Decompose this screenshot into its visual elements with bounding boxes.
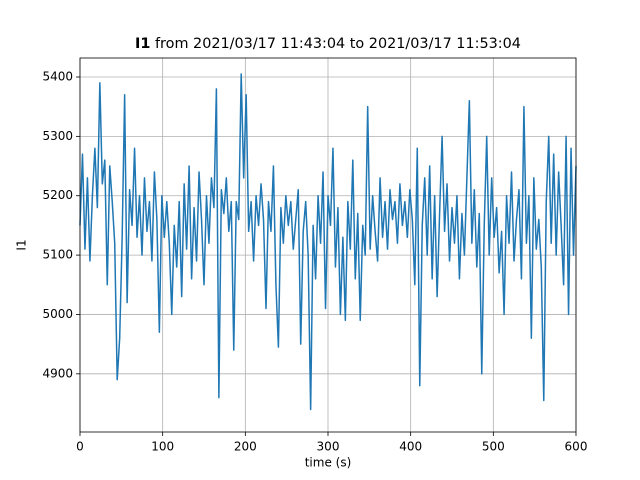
- title-variable: I1: [135, 36, 150, 52]
- chart-title: I1 from 2021/03/17 11:43:04 to 2021/03/1…: [135, 36, 521, 52]
- data-line: [79, 73, 577, 411]
- x-tick-label: 0: [76, 440, 84, 454]
- axes-frame: [79, 57, 577, 433]
- y-tick-label: 5200: [42, 188, 73, 202]
- x-tick-label: 300: [317, 440, 340, 454]
- y-tick-label: 4900: [42, 366, 73, 380]
- x-axis-label: time (s): [305, 456, 352, 470]
- y-tick-label: 5100: [42, 248, 73, 262]
- x-tick-label: 200: [234, 440, 257, 454]
- x-tick-label: 600: [565, 440, 588, 454]
- y-tick-label: 5400: [42, 69, 73, 83]
- y-axis-label: I1: [15, 239, 29, 250]
- y-tick-label: 5300: [42, 129, 73, 143]
- x-tick-label: 100: [151, 440, 174, 454]
- x-tick-label: 400: [399, 440, 422, 454]
- title-text: from 2021/03/17 11:43:04 to 2021/03/17 1…: [155, 36, 521, 52]
- x-tick-label: 500: [482, 440, 505, 454]
- y-tick-label: 5000: [42, 307, 73, 321]
